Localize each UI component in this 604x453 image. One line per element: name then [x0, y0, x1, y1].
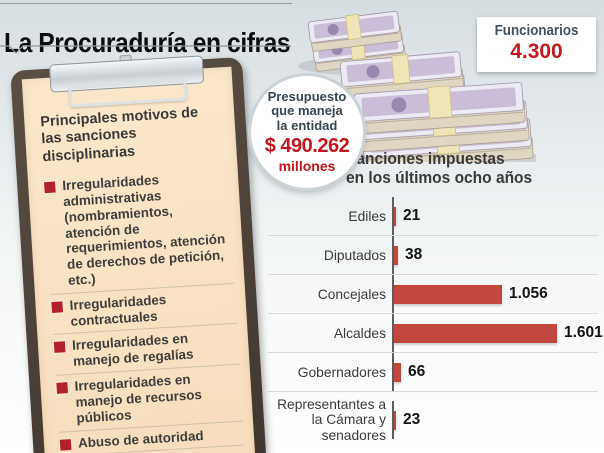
bar: [394, 410, 396, 430]
category-label: Ediles: [348, 208, 386, 224]
bar-cell: 66: [392, 353, 598, 392]
sanction-item-label: Irregularidades administrativas (nombram…: [61, 172, 226, 288]
category-label: Diputados: [323, 247, 386, 263]
red-square-bullet-icon: [59, 438, 72, 451]
presupuesto-badge: Presupuesto que maneja la entidad $ 490.…: [251, 76, 363, 188]
bar-cell: 1.056: [392, 275, 598, 314]
bar: [394, 245, 398, 265]
clipboard: Principales motivos de las sanciones dis…: [10, 54, 268, 453]
page-title: La Procuraduría en cifras: [4, 26, 291, 58]
red-square-bullet-icon: [44, 181, 56, 194]
title-underline-chevron: [0, 45, 291, 54]
value-label: 38: [405, 246, 423, 264]
clipboard-paper: Principales motivos de las sanciones dis…: [21, 66, 259, 453]
chart-row: Representantes a la Cámara y senadores 23: [268, 391, 598, 448]
chart-title: Sanciones impuestas en los últimos ocho …: [346, 150, 583, 188]
value-label: 21: [403, 207, 421, 225]
chart-row: Diputados 38: [268, 235, 598, 275]
value-label: 1.601: [564, 324, 603, 342]
sanction-item-label: Irregularidades en manejo de recursos pú…: [74, 371, 203, 426]
funcionarios-card: Funcionarios 4.300: [476, 17, 596, 72]
value-label: 23: [403, 411, 421, 428]
sanction-item-label: Irregularidades en manejo de regalías: [71, 331, 194, 370]
presupuesto-line: que maneja: [271, 103, 343, 119]
category-label: Representantes a la Cámara y senadores: [277, 397, 386, 443]
red-square-bullet-icon: [53, 341, 66, 354]
money-stacks-illustration: [298, 8, 536, 162]
value-label: 66: [408, 363, 426, 381]
bar: [394, 323, 557, 343]
category-label: Alcaldes: [333, 325, 386, 341]
bar-cell: 1.601: [392, 314, 603, 353]
chart-row: Alcaldes 1.601: [268, 313, 603, 353]
chart-row: Concejales 1.056: [268, 274, 598, 314]
red-square-bullet-icon: [56, 382, 68, 394]
presupuesto-line: la entidad: [276, 117, 338, 133]
bar: [394, 284, 502, 304]
bar-cell: 23: [392, 401, 598, 439]
bar: [394, 362, 401, 382]
funcionarios-value: 4.300: [510, 40, 563, 63]
chart-title-line: en los últimos ocho años: [346, 169, 533, 188]
bar: [394, 206, 396, 226]
presupuesto-line: Presupuesto: [267, 88, 347, 104]
sanctions-list: Irregularidades administrativas (nombram…: [44, 164, 253, 453]
bar-cell: 38: [392, 236, 598, 275]
red-square-bullet-icon: [51, 301, 64, 313]
chart-title-line: Sanciones impuestas: [346, 150, 505, 168]
funcionarios-label: Funcionarios: [494, 23, 579, 39]
category-label: Concejales: [317, 286, 386, 302]
presupuesto-amount: $ 490.262: [264, 135, 350, 158]
top-rule: [0, 3, 292, 4]
presupuesto-unit: millones: [278, 158, 336, 175]
sanctions-chart: Sanciones impuestas en los últimos ocho …: [268, 150, 603, 448]
sanction-item: Irregularidades administrativas (nombram…: [44, 164, 235, 294]
value-label: 1.056: [509, 285, 548, 303]
chart-row: Gobernadores 66: [268, 352, 598, 392]
chart-rows: Ediles 21 Diputados 38 Concejales 1.056 Alcald…: [268, 197, 603, 448]
category-label: Gobernadores: [297, 364, 386, 380]
bar-cell: 21: [392, 197, 598, 236]
chart-row: Ediles 21: [268, 197, 598, 236]
sanction-item-label: Irregularidades contractuales: [69, 291, 167, 329]
